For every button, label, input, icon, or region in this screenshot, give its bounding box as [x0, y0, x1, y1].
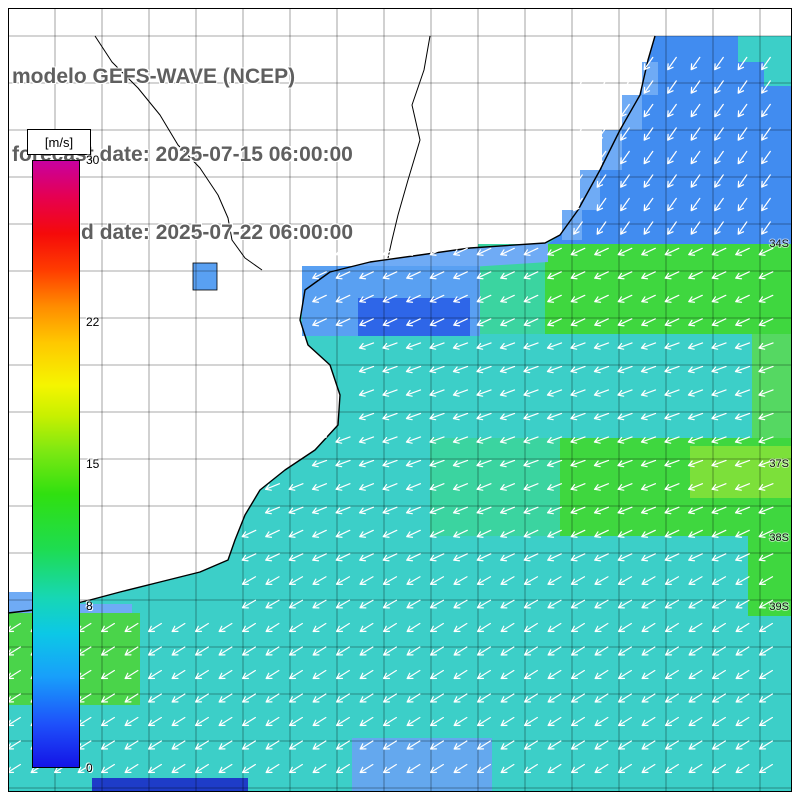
- lat-label: 39S: [769, 601, 789, 613]
- lat-label: 34S: [769, 238, 789, 250]
- colorbar-tick-0: 0: [86, 761, 93, 775]
- latitude-labels: 34S 37S 38S 39S: [768, 237, 790, 614]
- title-block: modelo GEFS-WAVE (NCEP) forecast date: 2…: [12, 12, 353, 298]
- wind-direction-arrows: [7, 56, 774, 774]
- colorbar-tick-15: 15: [86, 457, 100, 471]
- model-title: modelo GEFS-WAVE (NCEP): [12, 65, 296, 88]
- colorbar-tick-30: 30: [86, 153, 100, 167]
- lat-label: 38S: [769, 532, 789, 544]
- river-lines: [94, 35, 431, 271]
- colorbar-unit-label: [m/s]: [27, 129, 91, 155]
- field-patches: [8, 36, 792, 792]
- colorbar-tick-22: 22: [86, 315, 100, 329]
- colorbar-gradient: [32, 160, 80, 768]
- colorbar-tick-8: 8: [86, 599, 93, 613]
- graticule-grid: [8, 8, 791, 791]
- lat-label: 37S: [769, 458, 789, 470]
- coastline: [7, 35, 656, 614]
